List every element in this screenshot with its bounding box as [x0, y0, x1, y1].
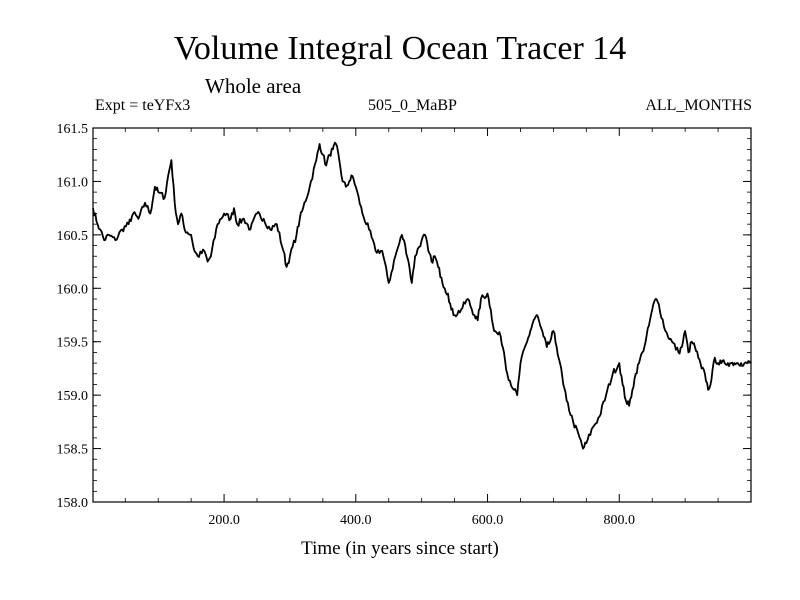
- x-tick-label: 600.0: [472, 513, 504, 528]
- y-tick-label: 159.0: [57, 389, 89, 404]
- y-tick-label: 158.5: [57, 443, 89, 458]
- x-axis-label: Time (in years since start): [301, 538, 499, 559]
- y-tick-label: 159.5: [57, 336, 89, 351]
- axis-ticks: [93, 127, 751, 503]
- months-label: ALL_MONTHS: [645, 97, 752, 114]
- tick-labels: 158.0 158.5 159.0 159.5 160.0 160.5 161.0 161.5…: [57, 122, 636, 528]
- x-tick-label: 400.0: [340, 513, 372, 528]
- y-tick-label: 160.5: [57, 229, 89, 244]
- x-tick-label: 200.0: [208, 513, 240, 528]
- y-tick-label: 161.5: [57, 122, 89, 137]
- chart-subtitle: Whole area: [205, 74, 302, 98]
- y-tick-label: 160.0: [57, 282, 89, 297]
- period-label: 505_0_MaBP: [368, 97, 457, 114]
- y-tick-label: 161.0: [57, 175, 89, 190]
- y-tick-label: 158.0: [57, 496, 89, 511]
- plot-frame: [92, 127, 752, 503]
- experiment-label: Expt = teYFx3: [95, 97, 191, 114]
- chart-title: Volume Integral Ocean Tracer 14: [173, 30, 627, 67]
- series-line-tracer-14: [92, 141, 752, 450]
- x-tick-label: 800.0: [604, 513, 636, 528]
